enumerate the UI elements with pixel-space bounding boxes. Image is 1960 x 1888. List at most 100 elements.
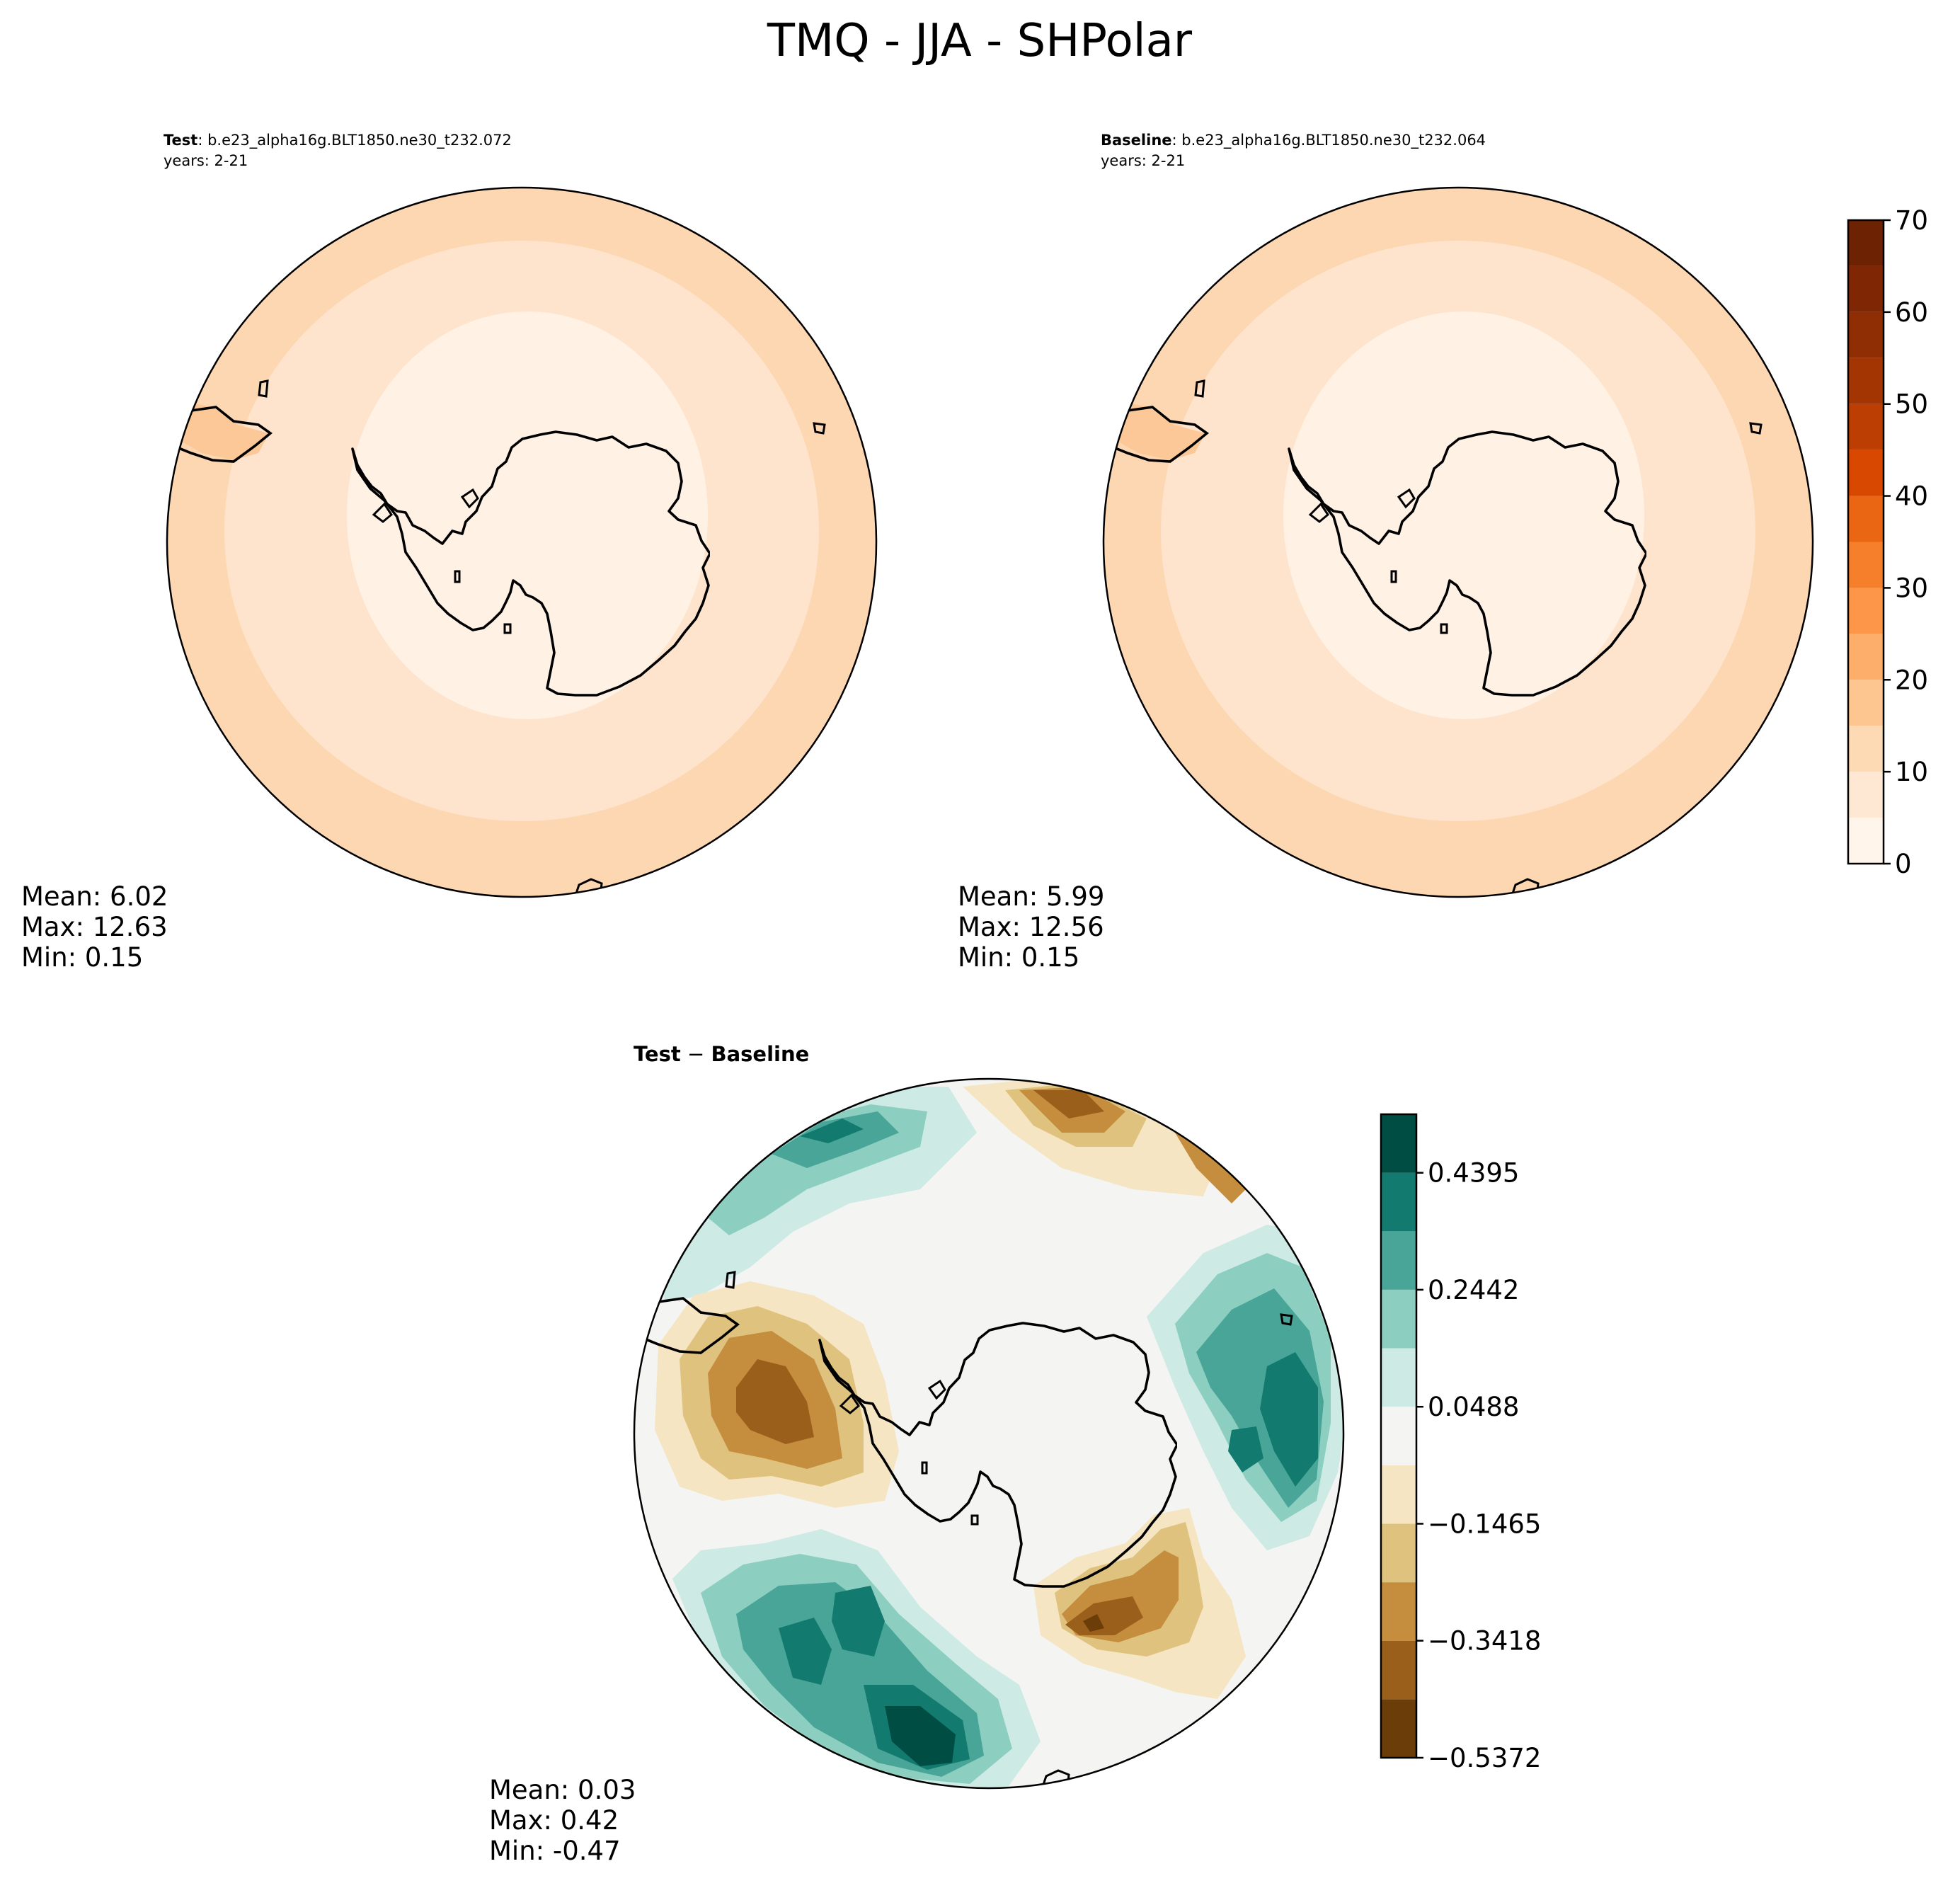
difference-colorbar-tick-label: −0.3418	[1428, 1626, 1541, 1657]
test-header-label: Test	[164, 132, 197, 149]
difference-colorbar-segment	[1381, 1231, 1416, 1290]
diff-anomaly-s-peak-2	[779, 1618, 832, 1685]
difference-colorbar-tick-label: 0.4395	[1428, 1158, 1519, 1189]
baseline-coastline-island	[1194, 379, 1205, 398]
baseline-colorbar-segment	[1848, 680, 1884, 726]
diff-coastline-island	[725, 1271, 736, 1289]
difference-colorbar-tick-label: 0.2442	[1428, 1275, 1519, 1305]
diff-anomaly-e-peak-1	[1260, 1352, 1318, 1487]
baseline-colorbar-tick-label: 0	[1895, 849, 1912, 879]
test-header-years: years: 2-21	[164, 152, 248, 169]
diff-anomaly-n-peak	[1033, 1090, 1104, 1119]
difference-panel: Test − Baseline	[489, 1042, 1541, 1866]
test-coastline-island-east	[813, 422, 826, 435]
difference-stat-min: Min: -0.47	[489, 1836, 621, 1866]
difference-header-test: Test	[634, 1042, 681, 1066]
diff-coastline-south	[1040, 1769, 1070, 1788]
test-header-case: : b.e23_alpha16g.BLT1850.ne30_t232.072	[197, 132, 512, 149]
baseline-stat-mean: Mean: 5.99	[958, 881, 1104, 912]
test-stat-max: Max: 12.63	[21, 912, 168, 942]
baseline-header-case: : b.e23_alpha16g.BLT1850.ne30_t232.064	[1172, 132, 1486, 149]
difference-stat-mean: Mean: 0.03	[489, 1775, 636, 1805]
difference-map-boundary	[633, 1077, 1345, 1790]
test-stat-min: Min: 0.15	[21, 942, 143, 973]
baseline-colorbar-tick-label: 50	[1895, 389, 1928, 420]
baseline-map-boundary	[1102, 186, 1814, 898]
baseline-colorbar-segment	[1848, 726, 1884, 772]
difference-header-baseline: Baseline	[711, 1042, 809, 1066]
diff-anomaly-e-peak-2	[1228, 1426, 1263, 1472]
baseline-colorbar-segment	[1848, 220, 1884, 266]
test-header: Test: b.e23_alpha16g.BLT1850.ne30_t232.0…	[164, 132, 512, 149]
difference-colorbar-tick-label: 0.0488	[1428, 1392, 1519, 1422]
diff-anomaly-s-peak-4	[885, 1706, 956, 1766]
difference-colorbar-segment	[1381, 1289, 1416, 1349]
baseline-header: Baseline: b.e23_alpha16g.BLT1850.ne30_t2…	[1101, 132, 1486, 149]
baseline-colorbar-tick-label: 30	[1895, 573, 1928, 603]
difference-colorbar-tick-label: −0.5372	[1428, 1743, 1541, 1773]
baseline-colorbar-segment	[1848, 265, 1884, 312]
difference-colorbar-segment	[1381, 1582, 1416, 1641]
baseline-colorbar-tick-label: 10	[1895, 757, 1928, 787]
difference-colorbar-segment	[1381, 1348, 1416, 1407]
baseline-colorbar-tick-label: 60	[1895, 297, 1928, 328]
baseline-colorbar-frame	[1847, 219, 1885, 865]
baseline-coastline-island-east	[1749, 422, 1763, 435]
difference-colorbar-segment	[1381, 1407, 1416, 1465]
difference-colorbar-tick-label: −0.1465	[1428, 1509, 1541, 1539]
difference-colorbar-segment	[1381, 1172, 1416, 1232]
baseline-colorbar-segment	[1848, 357, 1884, 404]
difference-colorbar-segment	[1381, 1699, 1416, 1758]
test-panel: Test: b.e23_alpha16g.BLT1850.ne30_t232.0…	[21, 132, 878, 973]
difference-colorbar-segment	[1381, 1640, 1416, 1700]
baseline-header-years: years: 2-21	[1101, 152, 1185, 169]
baseline-colorbar-tick-label: 70	[1895, 205, 1928, 236]
baseline-colorbar-segment	[1848, 404, 1884, 450]
diff-anomaly-se-peak	[1065, 1596, 1143, 1635]
difference-colorbar-segment	[1381, 1523, 1416, 1583]
baseline-colorbar: 0 10 20 30 40 50 60 70	[1847, 205, 1928, 879]
baseline-coastline-south-america	[1106, 402, 1209, 463]
difference-stat-max: Max: 0.42	[489, 1805, 619, 1836]
baseline-colorbar-segment	[1848, 542, 1884, 588]
baseline-colorbar-tick-label: 40	[1895, 481, 1928, 512]
difference-header: Test − Baseline	[634, 1042, 809, 1066]
baseline-colorbar-tick-label: 20	[1895, 665, 1928, 695]
baseline-colorbar-segment	[1848, 311, 1884, 358]
difference-colorbar-segment	[1381, 1114, 1416, 1173]
test-coastline-south	[573, 878, 603, 897]
baseline-header-label: Baseline	[1101, 132, 1172, 149]
baseline-colorbar-segment	[1848, 588, 1884, 634]
difference-colorbar-segment	[1381, 1465, 1416, 1524]
test-field-band-inner	[347, 311, 708, 719]
test-map	[167, 188, 876, 897]
test-stat-mean: Mean: 6.02	[21, 881, 168, 912]
baseline-colorbar-segment	[1848, 450, 1884, 496]
diff-anomaly-se-max	[1083, 1614, 1104, 1632]
baseline-map	[1104, 188, 1813, 897]
diff-anomaly-nw-peak	[800, 1119, 864, 1143]
diff-anomaly-w-peak	[736, 1359, 814, 1444]
baseline-colorbar-segment	[1848, 634, 1884, 680]
test-field-patch	[177, 400, 269, 460]
figure-title: TMQ - JJA - SHPolar	[767, 15, 1193, 67]
diff-coastline-south-america	[636, 1293, 740, 1354]
baseline-colorbar-segment	[1848, 496, 1884, 542]
diff-anomaly-ne-strip	[1175, 1133, 1246, 1203]
baseline-field-band-inner	[1283, 311, 1644, 719]
baseline-stat-min: Min: 0.15	[958, 942, 1079, 973]
difference-colorbar: −0.5372 −0.3418 −0.1465 0.0488 0.2442 0.4395	[1380, 1113, 1541, 1773]
test-map-boundary	[166, 186, 878, 898]
baseline-colorbar-segment	[1848, 772, 1884, 818]
baseline-colorbar-segment	[1848, 818, 1884, 864]
test-coastline-south-america	[169, 402, 273, 463]
difference-header-minus: −	[681, 1042, 711, 1066]
difference-map	[634, 1079, 1343, 1788]
diff-anomaly-s-peak-1	[832, 1586, 885, 1657]
baseline-stat-max: Max: 12.56	[958, 912, 1104, 942]
baseline-coastline-south	[1509, 878, 1540, 897]
diff-coastline-island-east	[1280, 1313, 1293, 1326]
difference-colorbar-frame	[1380, 1113, 1418, 1759]
test-coastline-island	[258, 379, 269, 398]
